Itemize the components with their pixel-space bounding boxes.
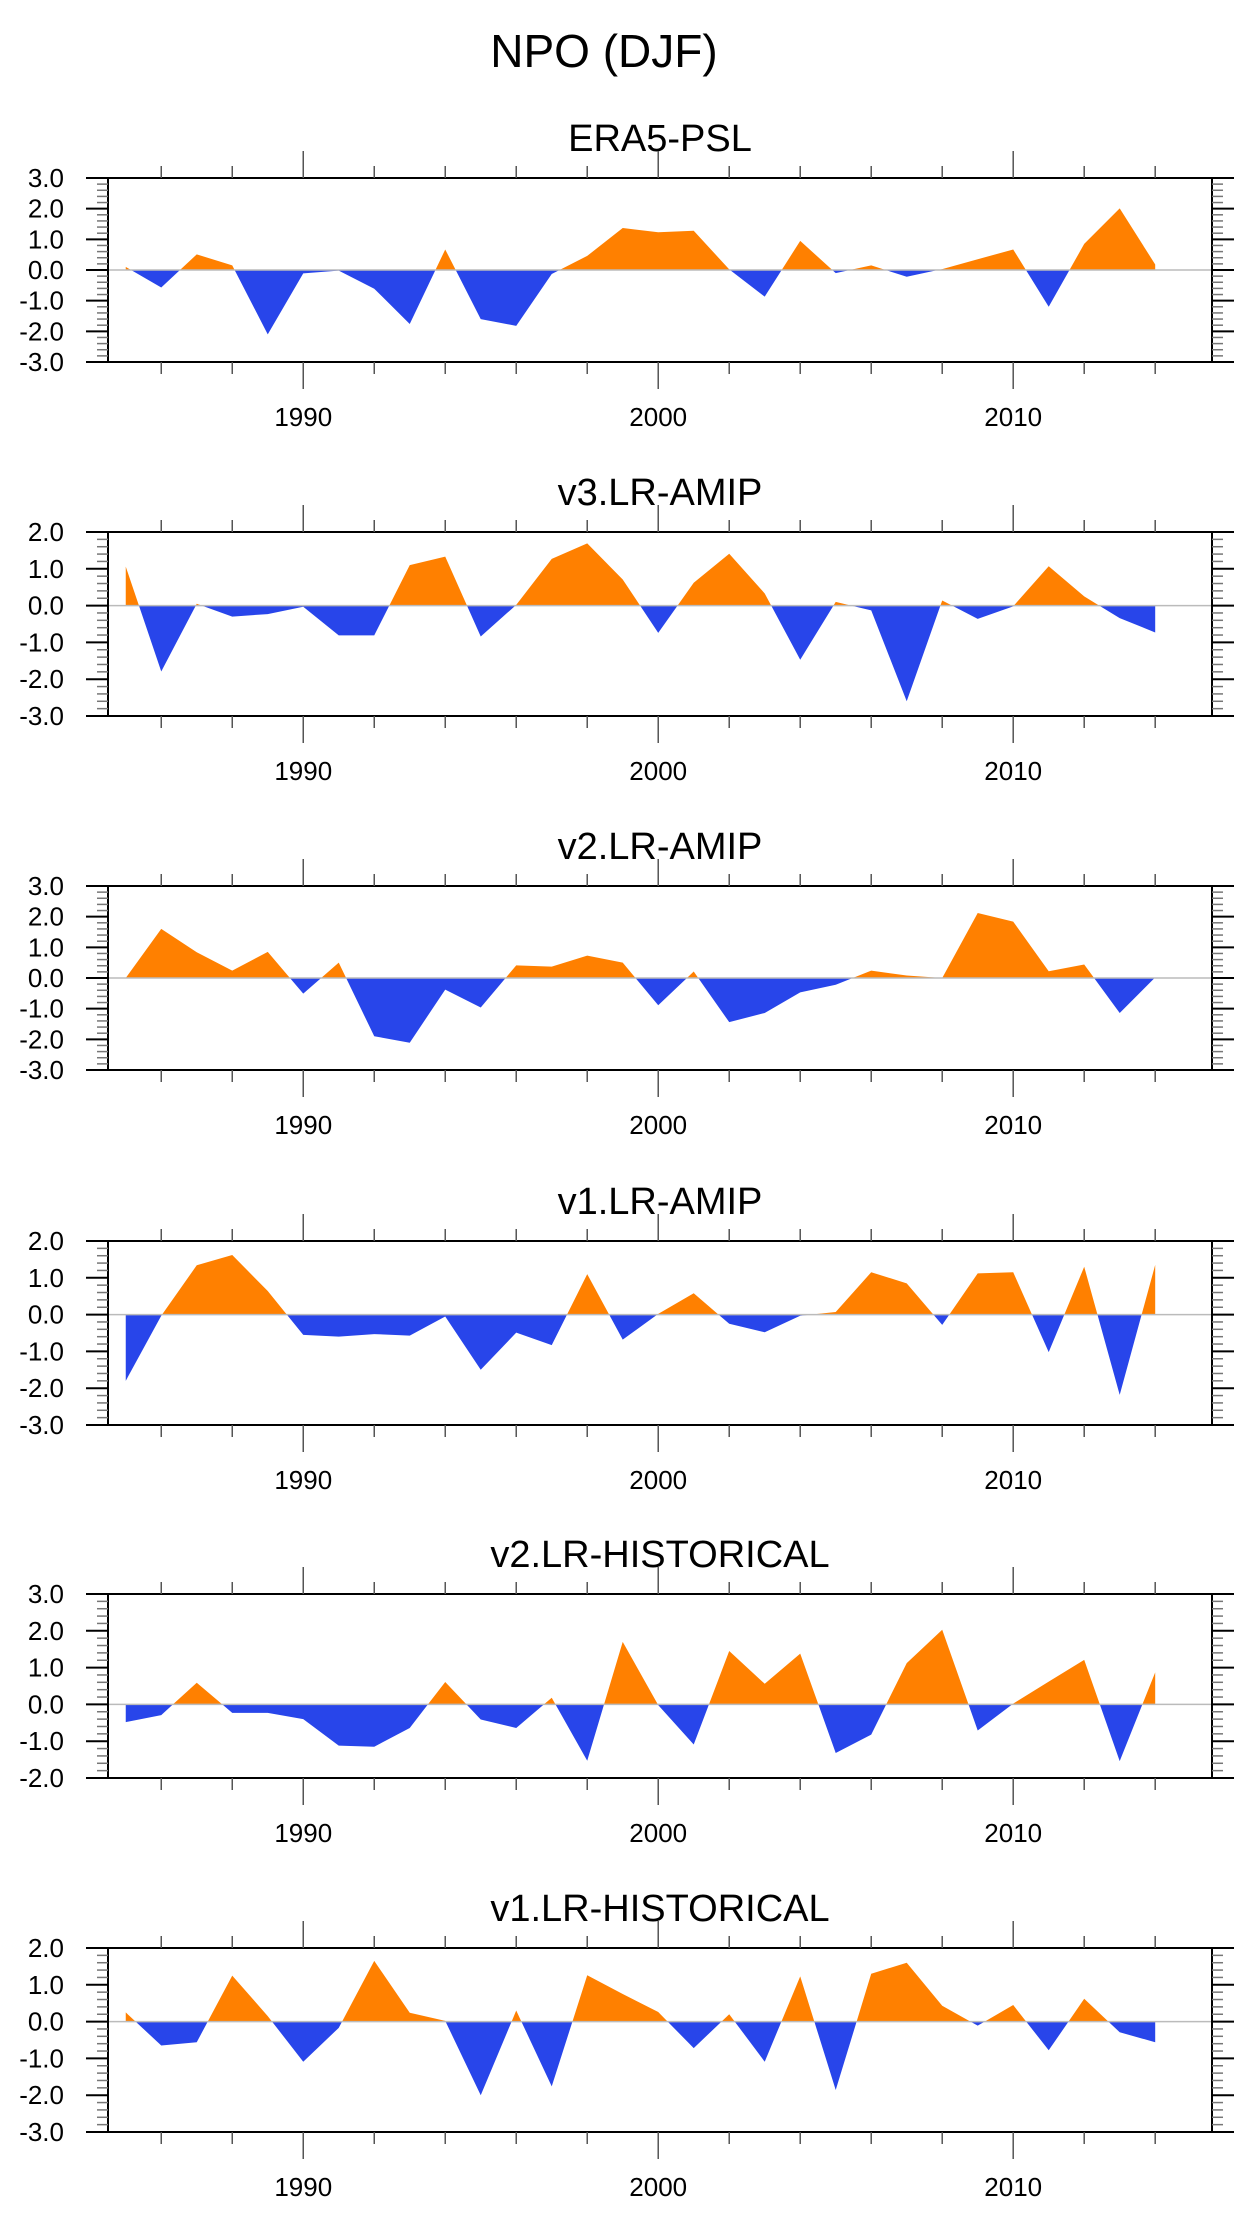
panel-v2-lr-historical: v2.LR-HISTORICAL 3.0 2.0 1.0 0.0 -1.0 -2.0 1990… [19,1534,1234,1848]
panel-title: ERA5-PSL [568,118,752,160]
x-tick-label: 1990 [274,402,332,432]
y-tick-label: 1.0 [28,1263,64,1293]
y-tick-label: 2.0 [28,902,64,932]
x-tick-label: 1990 [274,756,332,786]
y-tick-label: -3.0 [19,347,64,377]
positive-area [125,1960,1109,2022]
y-tick-label: 0.0 [28,591,64,621]
y-tick-label: -3.0 [19,1410,64,1440]
main-title: NPO (DJF) [490,25,717,77]
positive-area [172,1629,1156,1705]
y-tick-label: 0.0 [28,255,64,285]
y-tick-label: 2.0 [28,517,64,547]
panel-title: v1.LR-AMIP [558,1181,763,1223]
panel-v1-lr-amip: v1.LR-AMIP 2.0 1.0 0.0 -1.0 -2.0 -3.0 1990 2000 2… [19,1181,1234,1495]
y-tick-label: -1.0 [19,627,64,657]
panel-title: v2.LR-HISTORICAL [490,1534,829,1576]
positive-area [162,1254,1156,1315]
y-tick-label: 1.0 [28,932,64,962]
x-tick-label: 1990 [274,2172,332,2202]
y-tick-label: 1.0 [28,1653,64,1683]
panel-v3-lr-amip: v3.LR-AMIP 2.0 1.0 0.0 -1.0 -2.0 -3.0 1990 2000 2… [19,472,1234,786]
x-tick-label: 2010 [984,756,1042,786]
y-tick-label: 0.0 [28,963,64,993]
x-tick-label: 2000 [629,1465,687,1495]
y-tick-label: 2.0 [28,1616,64,1646]
y-tick-label: -2.0 [19,316,64,346]
y-tick-label: -1.0 [19,994,64,1024]
y-tick-label: 1.0 [28,1970,64,2000]
y-tick-label: -2.0 [19,664,64,694]
x-tick-label: 1990 [274,1818,332,1848]
y-tick-label: -3.0 [19,1055,64,1085]
y-tick-label: 3.0 [28,871,64,901]
y-tick-label: 0.0 [28,2007,64,2037]
x-tick-label: 2010 [984,2172,1042,2202]
y-tick-label: -1.0 [19,2043,64,2073]
y-tick-label: -3.0 [19,2117,64,2147]
y-tick-label: 1.0 [28,554,64,584]
x-tick-label: 2000 [629,402,687,432]
plot-frame [107,1947,1213,2133]
negative-area [125,1314,1142,1395]
x-tick-label: 2010 [984,1110,1042,1140]
x-tick-label: 2010 [984,402,1042,432]
y-tick-label: 2.0 [28,1933,64,1963]
x-tick-label: 1990 [274,1110,332,1140]
negative-area [135,2021,1156,2096]
x-tick-label: 2000 [629,756,687,786]
panel-era5-psl: ERA5-PSL 3.02.01.00.0-1.0-2.0-3.0 1990 2000… [19,118,1234,432]
plot-frame [107,1593,1213,1779]
y-tick-label: -2.0 [19,1024,64,1054]
plot-frame [107,1240,1213,1426]
y-tick-label: 0.0 [28,1689,64,1719]
panel-title: v1.LR-HISTORICAL [490,1888,829,1930]
y-tick-label: -1.0 [19,1336,64,1366]
x-tick-label: 2010 [984,1465,1042,1495]
y-tick-label: -3.0 [19,701,64,731]
y-tick-label: -2.0 [19,1373,64,1403]
x-tick-label: 2000 [629,1110,687,1140]
panel-title: v2.LR-AMIP [558,826,763,868]
y-tick-label: -2.0 [19,2080,64,2110]
positive-area [125,912,1156,978]
panel-v1-lr-historical: v1.LR-HISTORICAL 2.0 1.0 0.0 -1.0 -2.0 -3.0 199… [19,1888,1234,2202]
y-tick-label: 2.0 [28,194,64,224]
negative-area [138,605,1156,702]
y-tick-label: 3.0 [28,163,64,193]
y-tick-label: 3.0 [28,1579,64,1609]
positive-area [125,208,1156,270]
x-tick-label: 2000 [629,1818,687,1848]
y-tick-label: -2.0 [19,1763,64,1793]
y-tick-label: -1.0 [19,286,64,316]
x-tick-label: 2000 [629,2172,687,2202]
x-tick-label: 1990 [274,1465,332,1495]
y-tick-label: 0.0 [28,1300,64,1330]
y-tick-label: -1.0 [19,1726,64,1756]
x-tick-label: 2010 [984,1818,1042,1848]
panel-title: v3.LR-AMIP [558,472,763,514]
negative-area [289,978,1155,1043]
plot-frame [107,531,1213,717]
y-tick-label: 2.0 [28,1226,64,1256]
negative-area [125,1704,1143,1762]
negative-area [131,270,1070,335]
y-tick-label: 1.0 [28,224,64,254]
panel-v2-lr-amip: v2.LR-AMIP 3.02.01.00.0-1.0-2.0-3.0 1990 20… [19,826,1234,1140]
positive-area [125,543,1100,606]
